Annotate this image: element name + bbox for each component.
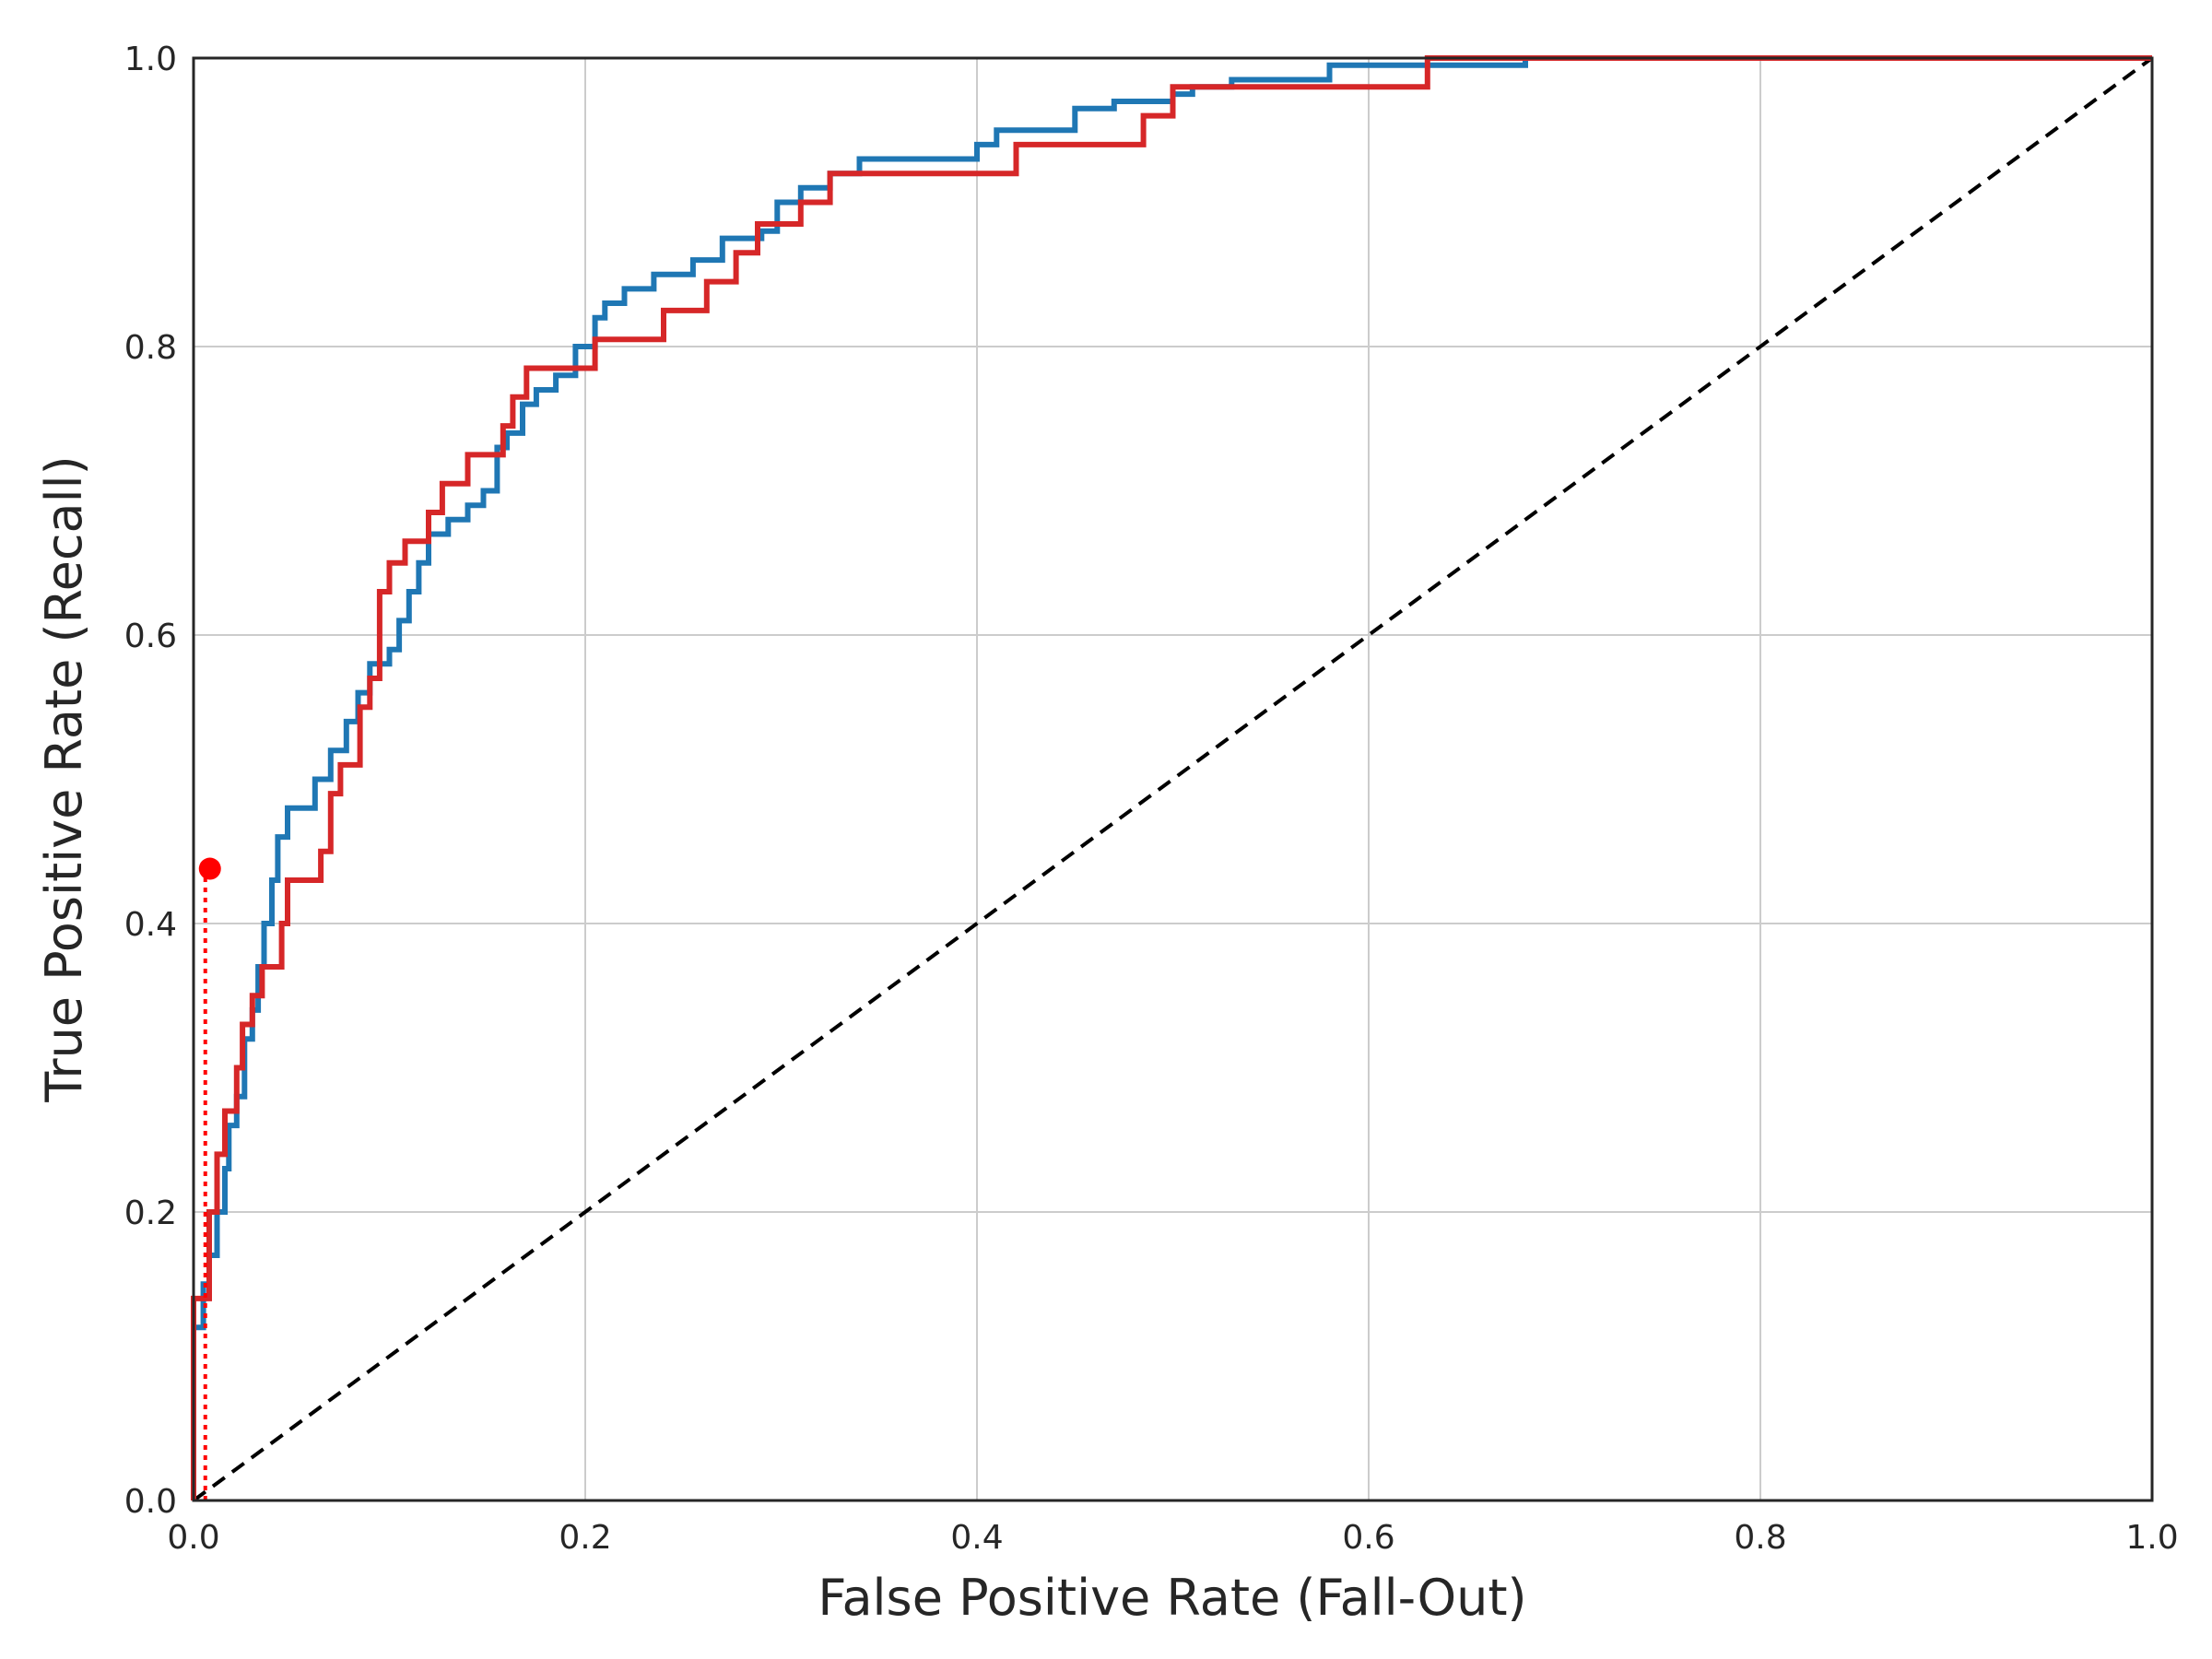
y-tick-label: 0.0 <box>124 1483 177 1521</box>
y-tick-label: 0.4 <box>124 906 177 944</box>
y-tick-label: 0.8 <box>124 329 177 367</box>
roc-curve-red <box>191 55 2152 1500</box>
roc-curve-blue <box>191 55 2152 1500</box>
y-tick-labels: 0.0 0.2 0.4 0.6 0.8 1.0 <box>124 41 177 1521</box>
x-tick-labels: 0.0 0.2 0.4 0.6 0.8 1.0 <box>167 1519 2178 1557</box>
x-tick-label: 0.2 <box>559 1519 611 1557</box>
x-axis-label: False Positive Rate (Fall-Out) <box>818 1569 1526 1627</box>
x-tick-label: 0.8 <box>1734 1519 1786 1557</box>
roc-curves <box>191 55 2152 1500</box>
x-tick-label: 0.0 <box>167 1519 219 1557</box>
x-tick-label: 0.4 <box>950 1519 1003 1557</box>
y-tick-label: 1.0 <box>124 41 177 78</box>
x-tick-label: 1.0 <box>2125 1519 2178 1557</box>
grid <box>194 58 2152 1500</box>
plot-frame <box>192 56 2154 1502</box>
threshold-marker <box>198 857 221 1500</box>
y-axis-label: True Positive Rate (Recall) <box>35 455 93 1102</box>
chance-line <box>192 56 2154 1502</box>
y-tick-label: 0.2 <box>124 1194 177 1232</box>
diagonal-reference <box>192 56 2154 1502</box>
x-tick-label: 0.6 <box>1342 1519 1394 1557</box>
y-tick-label: 0.6 <box>124 618 177 655</box>
threshold-point <box>198 857 221 880</box>
